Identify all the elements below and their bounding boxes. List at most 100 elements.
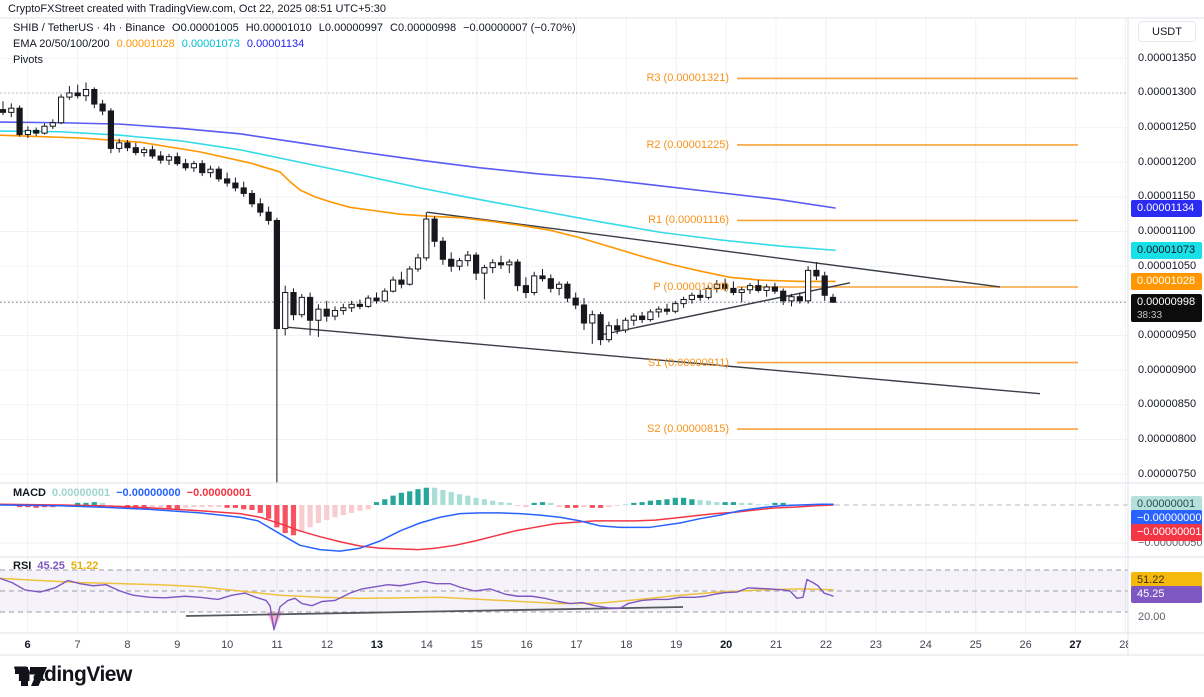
macd-value: −0.00000001	[186, 487, 252, 499]
macd-hist-bar	[780, 502, 786, 505]
time-axis-label: 23	[869, 639, 883, 651]
time-axis-label: 21	[769, 639, 783, 651]
candle-body	[680, 298, 687, 305]
candle-body	[763, 286, 770, 291]
candle-body	[439, 240, 446, 260]
time-axis-label: 15	[470, 639, 483, 651]
candle-body	[722, 283, 729, 289]
candle-body	[215, 168, 222, 180]
macd-hist-bar	[274, 505, 280, 528]
macd-hist-bar	[282, 505, 288, 534]
macd-hist-bar	[722, 502, 728, 505]
macd-hist-bar	[207, 505, 214, 508]
price-axis-label: 0.00000900	[1138, 363, 1197, 376]
candle-body	[365, 297, 372, 307]
candle-body	[431, 218, 438, 242]
rsi-legend-row[interactable]: RSI 45.25 51.22	[13, 560, 110, 572]
rsi-axis-label: 20.00	[1138, 610, 1166, 623]
macd-hist-bar	[614, 505, 620, 506]
symbol-title: SHIB / TetherUS · 4h · Binance	[13, 22, 166, 34]
ohlc-part: H0.00001010	[245, 22, 312, 34]
rsi-line	[0, 577, 834, 631]
candle-body	[531, 275, 538, 294]
macd-legend-row[interactable]: MACD 0.00000001 −0.00000000 −0.00000001	[13, 487, 263, 499]
time-axis-label: 22	[819, 639, 833, 651]
time-axis-label: 17	[570, 639, 583, 651]
trendline	[426, 211, 1001, 288]
legend-symbol-row[interactable]: SHIB / TetherUS · 4h · Binance O0.0000100…	[13, 22, 590, 35]
macd-hist-bar	[257, 505, 263, 513]
macd-hist-bar	[764, 504, 770, 506]
macd-hist-bar	[224, 505, 230, 508]
price-axis-label: 0.00000950	[1138, 329, 1197, 341]
macd-hist-bar	[299, 505, 305, 531]
time-axis-label: 14	[420, 639, 433, 651]
candle-body	[240, 187, 247, 194]
macd-hist-bar	[498, 502, 504, 505]
candle-body	[639, 315, 646, 321]
ema-values: 0.00001028 0.00001073 0.00001134	[117, 38, 312, 50]
macd-hist-bar	[647, 500, 653, 505]
macd-hist-bar	[448, 492, 454, 505]
macd-hist-bar	[531, 502, 537, 505]
macd-hist-bar	[440, 489, 446, 505]
time-axis-label: 19	[670, 639, 683, 651]
tradingview-logo[interactable]: TradingView	[14, 663, 132, 687]
pivots-label: Pivots	[13, 54, 43, 66]
macd-hist-bar	[266, 505, 272, 519]
macd-hist-bar	[573, 505, 579, 508]
legend-pivots-row[interactable]: Pivots	[13, 54, 590, 67]
axis-badge: 45.25	[1131, 586, 1202, 603]
macd-hist-bar	[75, 502, 81, 505]
candle-body	[390, 279, 397, 292]
candle-body	[298, 296, 305, 316]
candle-body	[713, 283, 720, 289]
price-axis-currency-button[interactable]: USDT	[1138, 21, 1196, 42]
axis-badge: 0.00000001	[1131, 496, 1202, 513]
ema100-line	[0, 130, 836, 252]
legend-ema-row[interactable]: EMA 20/50/100/200 0.00001028 0.00001073 0.0…	[13, 38, 590, 51]
macd-hist-bar	[398, 492, 404, 505]
macd-hist-bar	[564, 505, 570, 508]
candle-body	[323, 308, 330, 317]
candle-body	[746, 285, 754, 291]
candle-body	[66, 92, 73, 98]
rsi-value: 45.25	[37, 560, 65, 572]
macd-hist-bar	[456, 494, 463, 505]
axis-badge: 0.00000998 38:33	[1131, 294, 1202, 323]
pivot-level-label: R3 (0.00001321)	[646, 72, 729, 85]
candle-body	[348, 303, 355, 309]
macd-hist-bar	[373, 502, 380, 505]
candle-body	[273, 219, 280, 330]
candle-body	[647, 311, 654, 321]
candle-body	[58, 96, 65, 124]
time-axis[interactable]: 6 7 8 9 10 11 12 13 14 15 16 17 18 19 20 21 22 23 24 25 26 27…	[0, 633, 1128, 655]
macd-hist-bar	[432, 487, 438, 505]
rsi-oversold-fill	[267, 612, 282, 630]
macd-hist-bar	[249, 505, 255, 511]
candle-body	[821, 275, 828, 296]
ohlc-part: O0.00001005	[172, 22, 239, 34]
ohlc-part: C0.00000998	[390, 22, 457, 34]
macd-hist-bar	[490, 500, 496, 505]
macd-hist-bar	[382, 499, 388, 505]
macd-hist-bar	[681, 497, 687, 505]
macd-hist-bar	[631, 502, 637, 505]
tradingview-logo-mark	[15, 667, 47, 686]
candle-body	[224, 178, 231, 184]
candle-body	[257, 203, 264, 213]
pivot-level-label: S2 (0.00000815)	[647, 423, 729, 436]
candle-body	[82, 88, 90, 97]
macd-hist-bar	[598, 505, 604, 508]
candle-body	[688, 294, 695, 300]
candle-body	[381, 290, 388, 302]
ema-label: EMA 20/50/100/200	[13, 38, 110, 50]
candle-body	[614, 325, 621, 331]
candle-body	[589, 314, 596, 324]
candle-body	[489, 262, 496, 269]
macd-hist-bar	[506, 502, 512, 505]
axis-badge: 0.00001134	[1131, 199, 1202, 217]
macd-hist-bar	[241, 505, 247, 510]
macd-hist-bar	[357, 505, 363, 511]
